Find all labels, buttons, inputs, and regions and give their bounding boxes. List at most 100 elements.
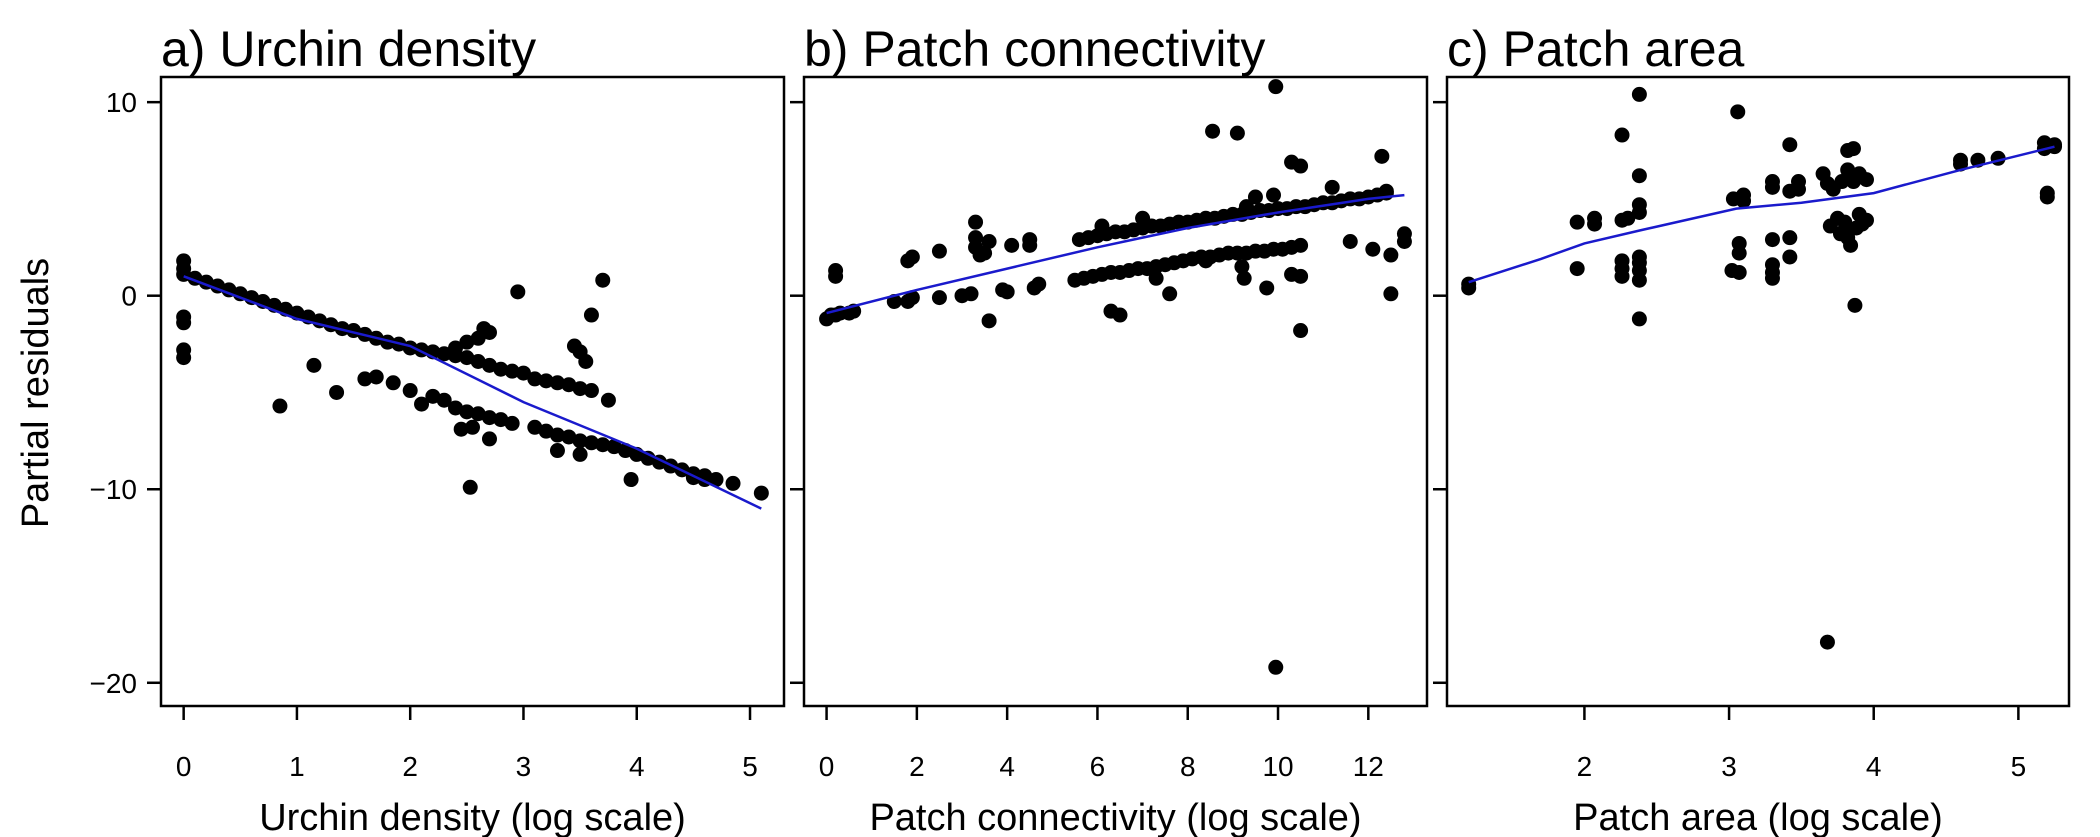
data-point	[1365, 241, 1381, 257]
data-point	[725, 475, 741, 491]
data-point	[459, 334, 475, 350]
data-point	[595, 437, 611, 453]
data-point	[1238, 199, 1254, 215]
data-point	[549, 427, 565, 443]
data-point	[1736, 187, 1752, 203]
data-point	[1234, 259, 1250, 275]
data-point	[493, 412, 509, 428]
data-point	[1268, 659, 1284, 675]
data-point	[1374, 148, 1390, 164]
panel-title: b) Patch connectivity	[804, 21, 1265, 77]
data-point	[357, 371, 373, 387]
data-point	[538, 423, 554, 439]
fit-line	[826, 193, 1405, 315]
panel-title: c) Patch area	[1447, 21, 1745, 77]
data-point	[981, 313, 997, 329]
data-point	[1631, 204, 1647, 220]
x-tick-label: 4	[629, 751, 645, 782]
data-point	[1858, 172, 1874, 188]
data-point	[414, 396, 430, 412]
data-point	[583, 435, 599, 451]
data-point	[1022, 232, 1038, 248]
data-point	[931, 290, 947, 306]
data-point	[380, 334, 396, 350]
data-point	[1845, 141, 1861, 157]
data-point	[1148, 270, 1164, 286]
data-point	[448, 340, 464, 356]
data-point	[1378, 183, 1394, 199]
data-point	[977, 245, 993, 261]
x-tick-label: 5	[2011, 751, 2027, 782]
data-point	[538, 373, 554, 389]
y-tick-label: 0	[121, 281, 137, 312]
data-point	[1631, 168, 1647, 184]
data-point	[402, 383, 418, 399]
data-point	[708, 472, 724, 488]
data-point	[1259, 280, 1275, 296]
x-tick-label: 5	[742, 751, 758, 782]
data-point	[470, 406, 486, 422]
x-tick-label: 6	[1090, 751, 1106, 782]
data-point	[1162, 286, 1178, 302]
data-point	[549, 375, 565, 391]
data-point	[1293, 323, 1309, 339]
data-point	[561, 377, 577, 393]
panel-1: a) Urchin density 0 1 2 3 4 5 Urchin density (l…	[90, 21, 786, 837]
data-point	[1782, 230, 1798, 246]
data-point	[1396, 234, 1412, 250]
data-point	[549, 443, 565, 459]
data-point	[329, 384, 345, 400]
data-point	[368, 369, 384, 385]
data-point	[476, 321, 492, 337]
data-point	[1569, 214, 1585, 230]
data-point	[1620, 210, 1636, 226]
data-point	[1135, 210, 1151, 226]
data-point	[1112, 307, 1128, 323]
x-tick-label: 12	[1353, 751, 1384, 782]
data-point	[453, 421, 469, 437]
data-point	[572, 433, 588, 449]
data-point	[1843, 237, 1859, 253]
data-point	[1268, 79, 1284, 95]
data-point	[1631, 86, 1647, 102]
x-tick-label: 3	[1721, 751, 1737, 782]
data-point	[1004, 237, 1020, 253]
data-point	[504, 415, 520, 431]
fit-line	[183, 275, 762, 510]
data-point	[1198, 253, 1214, 269]
x-tick-label: 2	[909, 751, 925, 782]
data-point	[272, 398, 288, 414]
data-point	[1847, 297, 1863, 313]
data-point	[459, 404, 475, 420]
data-point	[1293, 268, 1309, 284]
data-point	[1569, 261, 1585, 277]
data-point	[1587, 210, 1603, 226]
data-point	[1840, 162, 1856, 178]
data-point	[561, 429, 577, 445]
data-point	[572, 446, 588, 462]
data-point	[462, 479, 478, 495]
data-point	[1731, 264, 1747, 280]
data-point	[753, 485, 769, 501]
x-tick-label: 8	[1180, 751, 1196, 782]
data-point	[527, 371, 543, 387]
data-point	[583, 307, 599, 323]
data-point	[1819, 634, 1835, 650]
data-point	[583, 383, 599, 399]
data-point	[1324, 179, 1340, 195]
data-point	[1782, 249, 1798, 265]
x-tick-label: 1	[289, 751, 305, 782]
data-point	[1229, 125, 1245, 141]
y-axis-label: Partial residuals	[15, 258, 57, 528]
data-point	[1266, 187, 1282, 203]
x-tick-label: 0	[176, 751, 192, 782]
data-point	[1764, 232, 1780, 248]
panel-2: b) Patch connectivity 0 2 4 6 8 10 12 Patch conn…	[790, 21, 1429, 837]
data-point	[1834, 174, 1850, 190]
data-point	[2047, 139, 2063, 155]
data-point	[1293, 158, 1309, 174]
y-tick-label: 10	[106, 87, 137, 118]
data-point	[176, 315, 192, 331]
data-point	[481, 410, 497, 426]
